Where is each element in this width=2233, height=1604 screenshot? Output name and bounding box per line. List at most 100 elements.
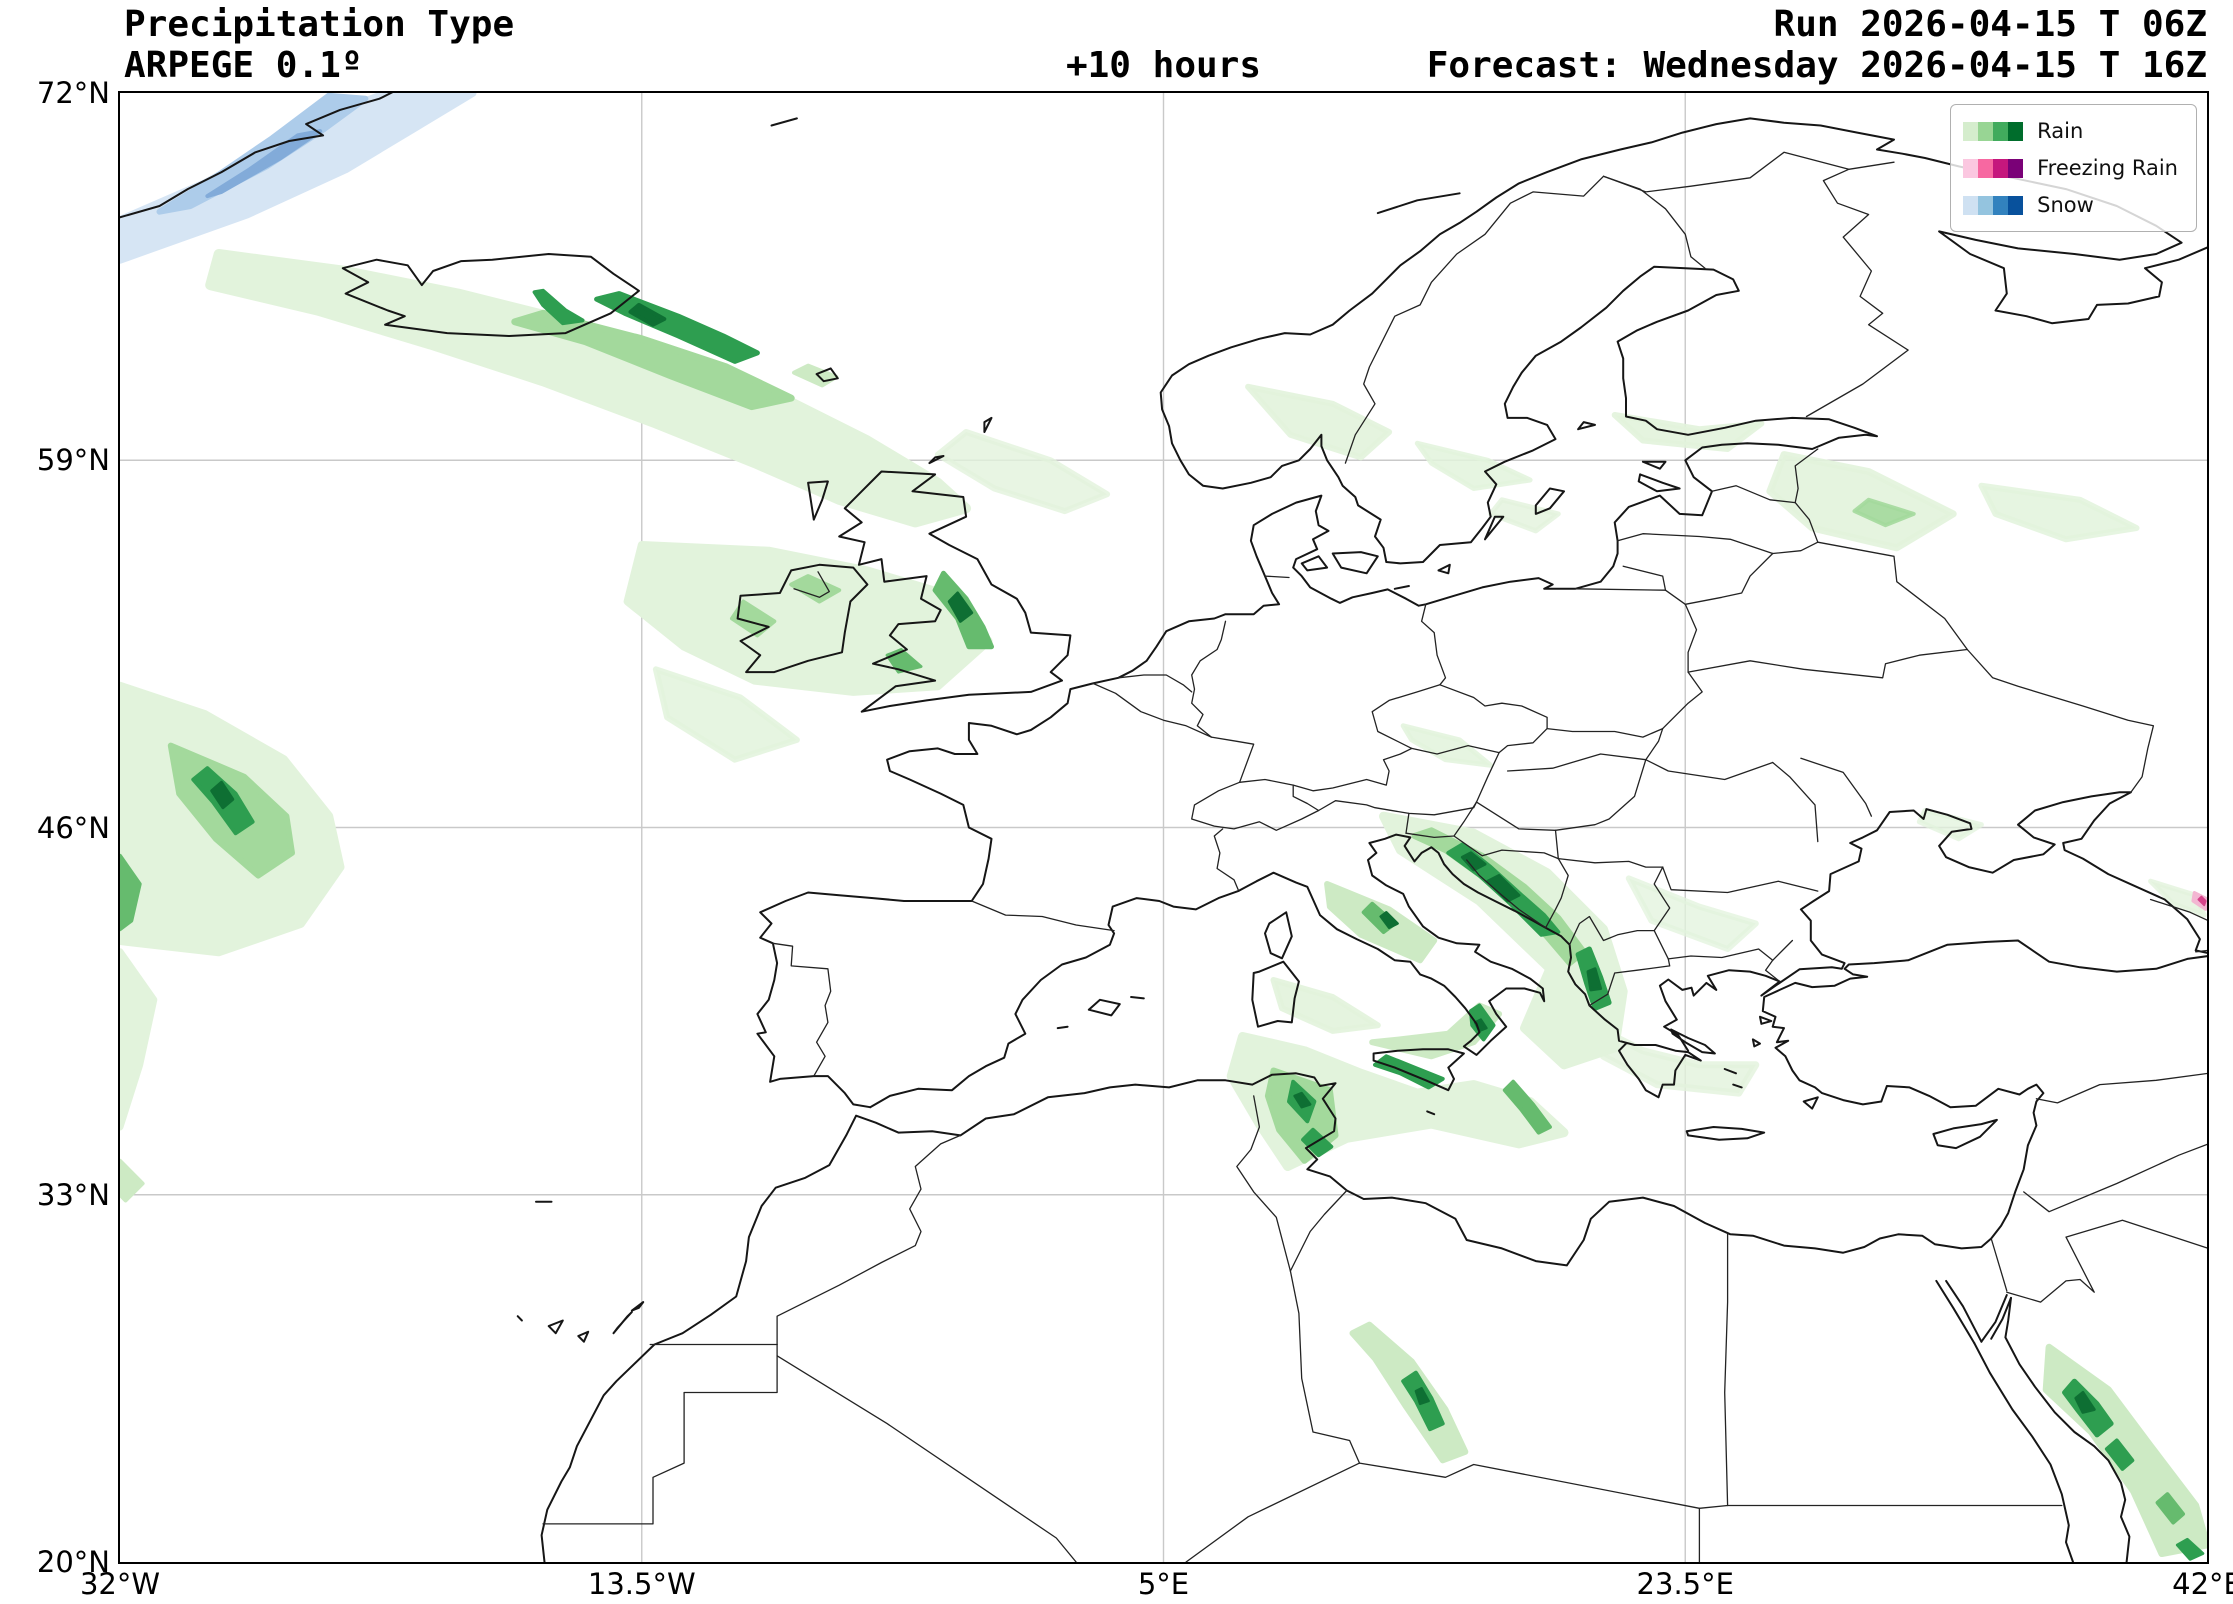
precip-rain-light <box>1270 977 1381 1034</box>
country-border <box>1645 727 1664 761</box>
country-border <box>1990 1237 2008 1292</box>
country-border <box>1466 859 1547 929</box>
country-border <box>2006 1219 2207 1303</box>
legend-swatch-step <box>2008 158 2024 178</box>
precip-rain-heavy <box>2175 1537 2205 1561</box>
country-border <box>1616 533 1774 555</box>
country-border <box>1664 589 1686 605</box>
coastline <box>869 833 1702 1109</box>
legend-label: Snow <box>2037 193 2094 217</box>
country-border <box>1498 727 1548 754</box>
country-border <box>1554 759 1647 831</box>
lon-tick-label: 13.5°W <box>587 1567 696 1601</box>
precip-rain-intense <box>1486 874 1521 903</box>
legend-item-rain: Rain <box>1963 115 2178 147</box>
country-border <box>1289 1270 1361 1464</box>
legend-label: Rain <box>2037 119 2084 143</box>
country-border <box>542 1343 778 1525</box>
coastline <box>815 367 839 383</box>
country-border <box>1544 857 1569 929</box>
legend-swatch-0 <box>1963 121 2024 141</box>
precip-rain-heavy <box>120 853 142 932</box>
country-border <box>1711 485 1796 504</box>
precip-rain-intense <box>628 302 667 327</box>
country-border <box>1805 168 1909 418</box>
country-border <box>1662 671 1703 730</box>
country-border <box>1344 175 1605 464</box>
precip-rain-intense <box>1460 851 1487 872</box>
country-border <box>1574 588 1667 591</box>
country-border <box>1667 948 1774 961</box>
precip-rain-light <box>1414 440 1533 491</box>
lead-time-label: +10 hours <box>1065 45 1262 86</box>
coastline <box>612 1311 633 1335</box>
country-border <box>1292 747 1413 792</box>
country-border <box>1264 575 1290 579</box>
precip-rain-light <box>1625 875 1759 952</box>
country-border <box>1411 744 1500 755</box>
coastline <box>2004 1296 2131 1562</box>
legend-swatch-step <box>1963 195 1979 215</box>
precip-rain-intense <box>210 780 235 810</box>
precip-rain-light <box>1611 412 1765 452</box>
country-border <box>1794 448 1819 504</box>
coastline <box>1437 563 1451 575</box>
precip-rain-light <box>1978 482 2140 543</box>
precip-rain-light <box>120 948 158 1131</box>
coastline <box>1376 192 1461 215</box>
legend-swatch-step <box>2008 121 2024 141</box>
run-timestamp-label: Run 2026-04-15 T 06Z <box>1773 4 2207 45</box>
precip-rain-light <box>120 1158 145 1203</box>
coastline <box>1685 1126 1766 1141</box>
precip-rain-heavy <box>2104 1438 2135 1471</box>
legend-swatch-step <box>1963 121 1979 141</box>
precip-rain-intense <box>1414 1387 1430 1406</box>
legend-swatch-step <box>1963 158 1979 178</box>
coastline <box>807 480 829 521</box>
country-border <box>1371 684 1441 750</box>
country-border <box>1764 959 1781 983</box>
coastline <box>1932 1118 1998 1150</box>
coastline <box>1393 585 1410 590</box>
country-border <box>1800 757 1873 817</box>
coastline <box>341 253 640 337</box>
country-border <box>1698 1504 1729 1562</box>
coastline <box>1732 1083 1743 1089</box>
coastline <box>1658 791 2207 1052</box>
country-border <box>772 942 832 1077</box>
coastline <box>1641 460 1667 470</box>
country-border <box>1554 829 1559 860</box>
precip-rain-moderate <box>730 599 777 638</box>
coastline <box>1973 1342 2074 1562</box>
country-border <box>1475 801 1557 831</box>
precip-rain-intense <box>1379 911 1399 930</box>
lon-tick-label: 23.5°E <box>1636 1567 1734 1601</box>
coastline <box>1372 1048 1465 1092</box>
precip-rain-intense <box>1293 1091 1312 1109</box>
precip-rain-moderate <box>789 574 842 604</box>
precip-rain-light <box>1588 1021 1760 1097</box>
country-border <box>1191 778 1320 831</box>
country-border <box>2023 1143 2207 1213</box>
country-border <box>2195 949 2207 953</box>
coastline <box>1990 1296 2012 1340</box>
lon-tick-label: 32°W <box>79 1567 161 1601</box>
country-border <box>1236 1095 1292 1272</box>
coastline <box>1670 1028 1716 1055</box>
country-border <box>1092 682 1255 783</box>
country-border <box>1684 552 1774 605</box>
country-border <box>1662 866 1819 894</box>
precip-rain-intense <box>947 591 974 623</box>
country-border <box>793 571 830 598</box>
country-border <box>1645 759 1774 781</box>
coastline <box>1802 1096 1819 1110</box>
country-border <box>1772 939 1794 961</box>
coastline <box>630 1301 645 1312</box>
coastline <box>1723 1068 1737 1075</box>
precip-rain-heavy <box>532 288 585 326</box>
lat-tick-label: 59°N <box>36 443 110 478</box>
country-border <box>1966 648 2155 793</box>
coastline <box>1980 1294 2008 1343</box>
coastline <box>1130 996 1145 1000</box>
country-border <box>1289 1189 1348 1272</box>
